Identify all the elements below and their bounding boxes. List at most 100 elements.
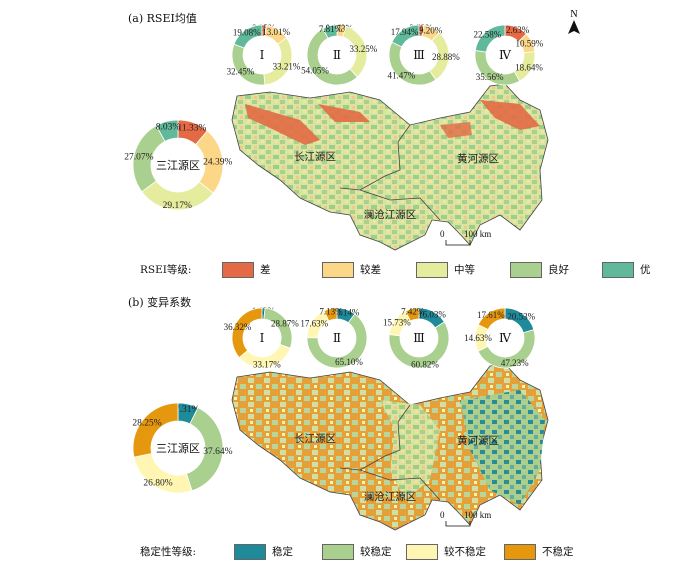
donut-b-2-center-label: Ⅱ [333,331,341,345]
legend-b-item-1: 较稳定 [322,544,392,560]
donut-a-1-center-label: Ⅰ [260,48,265,62]
donut-a-overall-label-4: 8.03% [156,122,181,132]
donut-b-1-center-label: Ⅰ [260,331,265,345]
legend-a-swatch-4 [602,262,634,278]
donut-a-2-label-1: 4.73% [330,23,354,33]
donut-b-overall-label-3: 28.25% [132,419,161,429]
donut-a-1-label-2: 33.21% [273,61,301,71]
donut-a-2-label-2: 33.25% [349,44,377,54]
donut-b-2-label-3: 7.13% [319,307,343,317]
donut-b-2-slice-3 [323,307,338,322]
legend-b-swatch-2 [406,544,438,560]
donut-a-2-label-3: 54.05% [301,66,329,76]
donut-a-1-label-4: 19.08% [233,28,261,38]
donut-a-3-label-0: 2.52% [410,23,434,33]
donut-b-3-label-3: 7.42% [401,307,425,317]
donut-a-1: 2.25%13.01% 33.21% 32.45% 19.08% Ⅰ [227,23,301,86]
donut-b-4-label-3: 17.61% [477,310,505,320]
donut-a-3-label-4: 17.94% [391,27,419,37]
donut-b-overall-label-0: 7.31% [175,405,200,415]
donut-a-4-label-1: 10.59% [516,38,544,48]
legend-b-swatch-1 [322,544,354,560]
donut-a-3-label-3: 41.47% [387,70,415,80]
donut-b-3: 16.03% 60.82% 15.73%7.42% Ⅲ [383,307,450,369]
donut-b-2-label-0: 10.14% [332,307,360,317]
scale-zero-a: 0 [440,229,445,239]
donut-b-3-slice-3 [404,307,420,322]
legend-a-title: RSEI等级: [140,264,192,276]
donut-a-overall-label-0: 11.33% [177,124,206,134]
donut-a-1-label-3: 32.45% [227,66,255,76]
panel-b-title: (b) 变异系数 [128,296,192,309]
donut-a-overall-label-2: 29.17% [163,201,192,211]
scale-distance-b: 100 km [464,510,491,520]
donut-b-2-label-1: 65.10% [335,357,363,367]
donut-b-overall-center-label: 三江源区 [156,441,200,455]
donut-b-overall-slice-1 [185,407,224,492]
donut-a-4-label-0: 12.63% [502,25,530,35]
panel-a-title: (a) RSEI均值 [128,12,197,25]
donut-charts: 2.25%13.01%33.21%32.45%19.08%Ⅰ0.16%4.73%… [124,23,544,494]
donut-b-4-label-1: 47.23% [501,358,529,368]
legend-b-item-3: 不稳定 [504,544,574,560]
region-label-changjiang-b: 长江源区 [294,432,336,445]
donut-a-3-label-1: 9.20% [419,26,443,36]
donut-b-4-label-2: 14.63% [464,333,492,343]
legend-b-swatch-0 [234,544,266,560]
north-label: N [570,9,577,20]
donut-b-2-slice-1 [306,313,368,369]
donut-b-4-slice-3 [477,307,506,331]
donut-b-3-label-1: 60.82% [411,359,439,369]
donut-b-overall-label-1: 37.64% [203,447,232,457]
donut-a-4: 12.63% 10.59% 18.64% 35.56% 22.58% Ⅳ [474,24,544,86]
donut-b-1-label-0: 1.63% [252,306,276,316]
legend-a-swatch-0 [222,262,254,278]
donut-a-3-center-label: Ⅲ [413,48,425,62]
region-label-huanghe-a: 黄河源区 [457,152,499,165]
donut-a-overall-label-1: 24.39% [203,157,232,167]
donut-a-1-slice-4 [233,24,263,49]
legend-a-swatch-3 [510,262,542,278]
map-a: 长江源区 黄河源区 澜沧江源区 0 100 km [231,83,549,251]
donut-a-3-label-2: 28.88% [432,52,460,62]
donut-b-1-label-2: 33.17% [253,360,281,370]
legend-a-swatch-2 [416,262,448,278]
legend-a-item-2: 中等 [416,262,475,278]
donut-a-2-slice-4 [322,24,338,39]
donut-a-overall-center-label: 三江源区 [156,158,200,172]
donut-b-1-slice-3 [231,307,263,359]
donut-a-3: 2.52%9.20% 28.88% 41.47% 17.94% Ⅲ [387,23,460,86]
region-label-changjiang-a: 长江源区 [294,150,336,163]
scale-bar-b: 0 100 km [440,510,491,527]
legend-b: 稳定性等级: 稳定 较稳定 较不稳定 不稳定 [140,544,670,560]
donut-a-overall-slice-4 [155,119,179,142]
donut-b-4: 20.53% 47.23% 14.63% 17.61% Ⅳ [464,307,536,369]
legend-b-swatch-3 [504,544,536,560]
map-b: 长江源区 黄河源区 澜沧江源区 0 100 km [231,363,549,531]
donut-b-2: 10.14% 65.10% 17.63%7.13% Ⅱ [300,307,368,369]
legend-b-item-2: 较不稳定 [406,544,486,560]
region-label-lancang-a: 澜沧江源区 [364,208,417,221]
donut-a-1-label-0: 2.25% [252,23,276,33]
legend-a: RSEI等级: 差 较差 中等 良好 优 [140,262,660,278]
donut-a-2-label-4: 7.81% [319,24,343,34]
donut-b-4-label-0: 20.53% [507,311,535,321]
donut-b-overall-slice-3 [132,402,179,458]
donut-b-1-label-3: 36.32% [224,322,252,332]
legend-a-swatch-1 [322,262,354,278]
donut-b-3-center-label: Ⅲ [413,331,425,345]
donut-b-1-label-1: 28.87% [271,319,299,329]
donut-a-1-label-1: 13.01% [262,27,290,37]
donut-b-1: 1.63% 28.87% 33.17% 36.32% Ⅰ [224,306,300,370]
donut-a-3-slice-4 [391,24,420,48]
donut-b-3-label-0: 16.03% [418,309,446,319]
legend-a-item-1: 较差 [322,262,381,278]
donut-b-3-label-2: 15.73% [383,318,411,328]
scale-distance-a: 100 km [464,229,491,239]
donut-b-3-slice-1 [388,321,450,369]
legend-b-item-0: 稳定 [234,544,293,560]
donut-a-4-label-3: 35.56% [476,72,504,82]
donut-b-2-label-2: 17.63% [300,318,328,328]
legend-a-item-4: 优 [602,262,651,278]
